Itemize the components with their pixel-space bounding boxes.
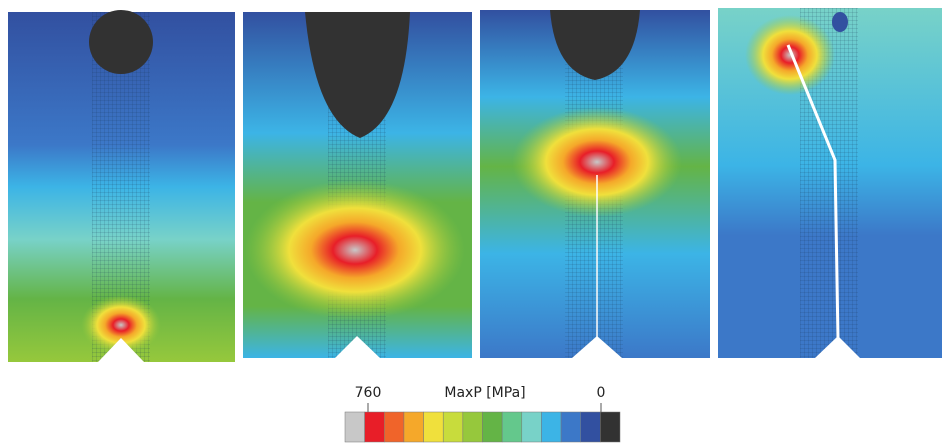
legend-swatch xyxy=(462,411,483,443)
legend-swatch xyxy=(580,411,601,443)
legend-swatch xyxy=(403,411,424,443)
panel-4 xyxy=(718,8,942,358)
legend: 760 MaxP [MPa] 0 xyxy=(344,385,621,443)
legend-swatch xyxy=(541,411,562,443)
legend-swatch xyxy=(344,411,365,443)
legend-swatch xyxy=(482,411,503,443)
panel-3 xyxy=(480,10,710,358)
legend-swatch xyxy=(560,411,581,443)
legend-swatch xyxy=(442,411,464,443)
legend-swatch xyxy=(521,411,542,443)
legend-swatch xyxy=(364,411,385,443)
legend-swatch xyxy=(384,411,405,443)
legend-swatch xyxy=(501,411,523,443)
panel-1 xyxy=(8,10,235,362)
legend-title: MaxP [MPa] xyxy=(444,385,525,401)
legend-max: 760 xyxy=(355,385,382,401)
legend-swatch xyxy=(423,411,444,443)
legend-swatch xyxy=(600,411,621,443)
panel-2 xyxy=(243,12,472,358)
legend-min: 0 xyxy=(597,385,606,401)
